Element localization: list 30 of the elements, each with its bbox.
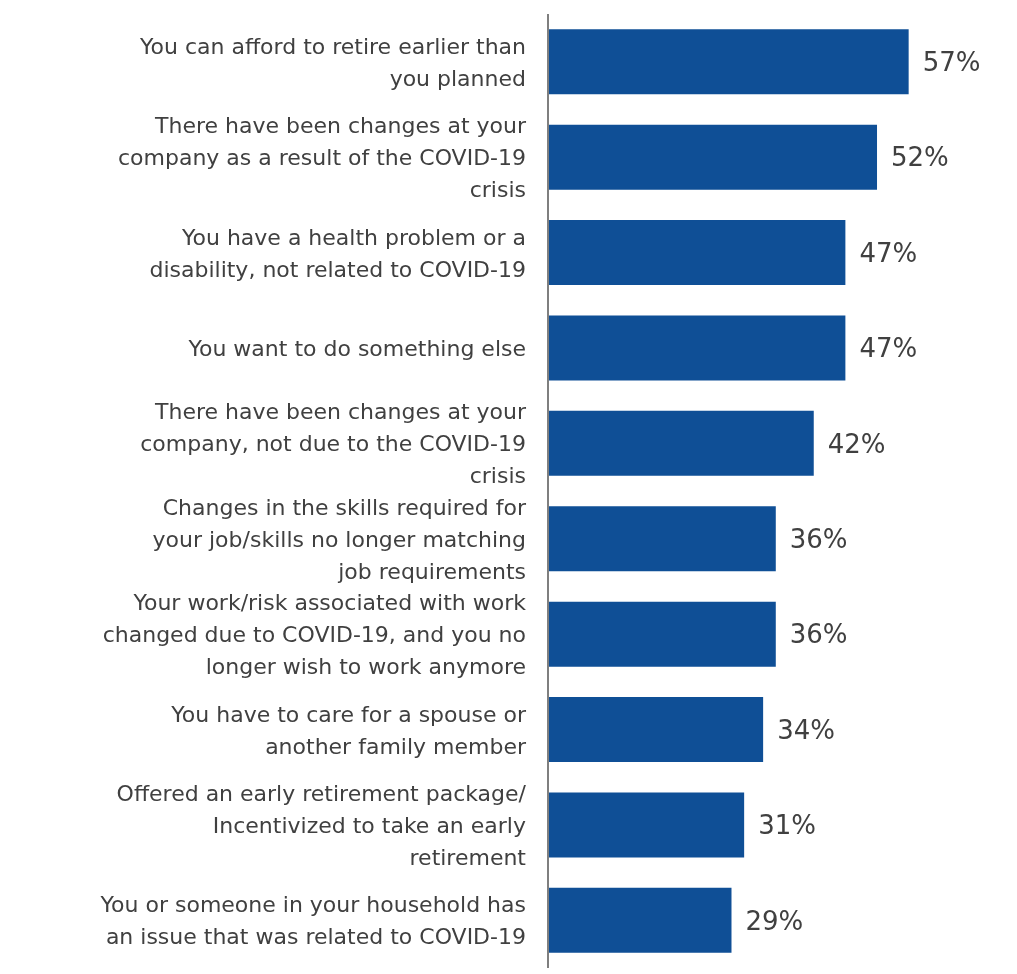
data-label: 42% [827,428,886,459]
bar [548,315,846,381]
data-label: 29% [745,905,804,936]
y-tick-label: Your work/risk associated with work changed due to COVID-19, and you no longer wish to work anymore [102,589,527,679]
data-label: 36% [789,619,848,650]
data-label: 47% [859,237,918,268]
y-tick-label: Changes in the skills required for your job/skills no longer matching job requirements [152,494,527,584]
y-tick-label: Offered an early retirement package/ Incentivized to take an early retirement [116,780,527,870]
y-tick-label: There have been changes at your company, not due to the COVID-19 crisis [140,398,527,488]
y-tick-label: You want to do something else [187,335,526,361]
bar [548,410,814,476]
y-tick-label: You have to care for a spouse or another family member [170,701,527,758]
y-tick-label: You have a health problem or a disability, not related to COVID-19 [149,224,526,281]
bar [548,601,776,667]
bar [548,124,878,190]
bar [548,506,776,572]
data-label: 52% [891,142,949,173]
bar [548,887,732,953]
y-tick-label: There have been changes at your company as a result of the COVID-19 crisis [117,112,527,202]
data-label: 31% [758,810,816,841]
y-tick-label: You or someone in your household has an issue that was related to COVID-19 [99,891,526,949]
bar [548,697,764,763]
bar [548,29,909,95]
bar [548,220,846,286]
data-label: 57% [922,46,981,77]
bar [548,792,745,858]
data-label: 34% [777,714,835,745]
data-label: 47% [859,333,918,364]
data-label: 36% [789,523,848,554]
y-tick-label: You can afford to retire earlier than you planned [139,33,526,91]
